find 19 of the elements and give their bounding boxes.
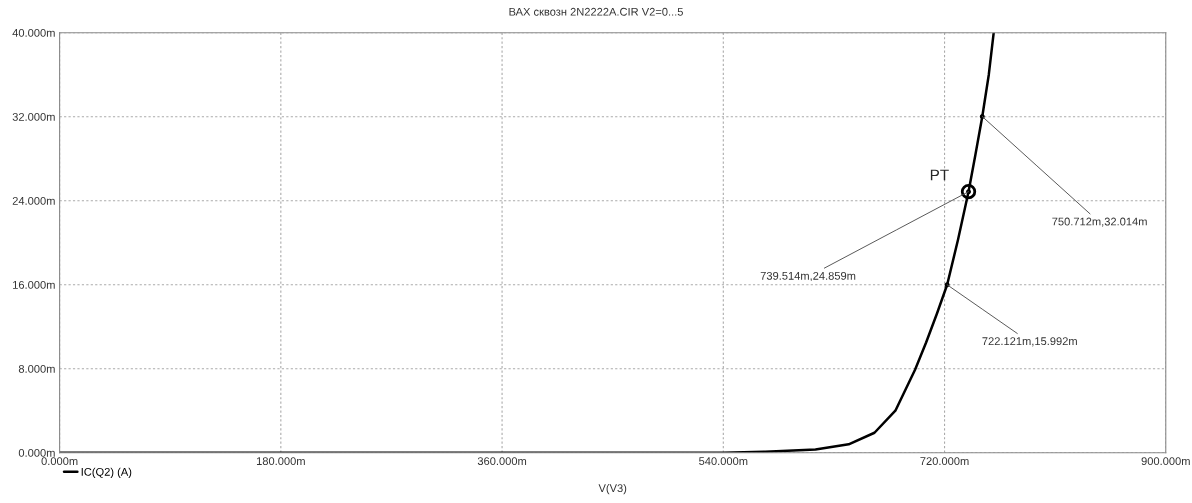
x-tick-label: 720.000m xyxy=(920,457,969,466)
chart-title: ВАХ сквозн 2N2222A.CIR V2=0...5 xyxy=(509,7,683,16)
y-tick-label: 32.000m xyxy=(12,112,55,121)
x-axis-title: V(V3) xyxy=(598,483,627,495)
x-tick-label: 540.000m xyxy=(699,457,748,466)
y-tick-label: 16.000m xyxy=(13,280,55,289)
x-tick-label: 180.000m xyxy=(256,457,305,466)
annotation: 750.712m,32.014m xyxy=(1052,217,1147,227)
legend-label: IC(Q2) (A) xyxy=(81,467,132,478)
annotation: 739.514m,24.859m xyxy=(760,271,856,282)
y-tick-label: 8.000m xyxy=(18,364,55,373)
x-tick-label: 0.000m xyxy=(41,457,78,466)
x-tick-label: 360.000m xyxy=(477,457,527,466)
x-tick-label: 900.000m xyxy=(1141,457,1190,466)
y-tick-label: 24.000m xyxy=(12,196,55,205)
annotation: PT xyxy=(930,169,949,181)
y-tick-label: 40.000m xyxy=(12,28,55,37)
annotation: 722.121m,15.992m xyxy=(982,337,1077,347)
y-tick-label: 0.000m xyxy=(18,448,55,457)
